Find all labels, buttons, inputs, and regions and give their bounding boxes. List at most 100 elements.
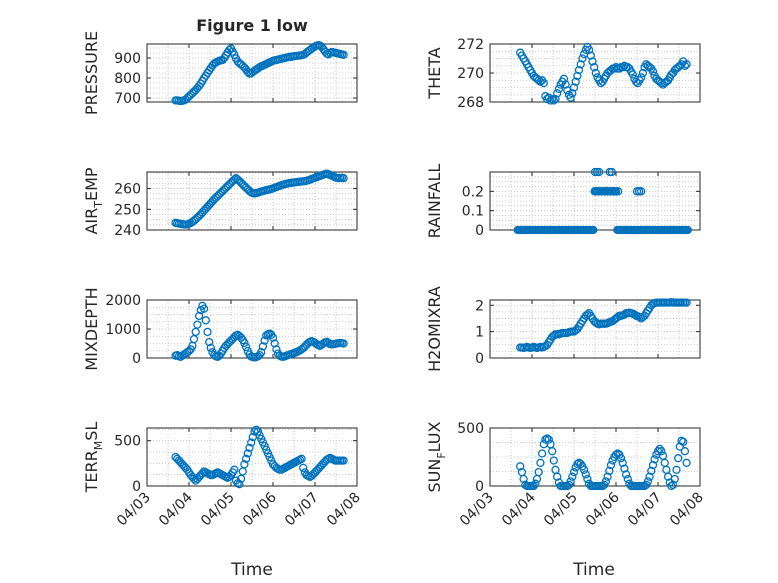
data-point (573, 459, 582, 469)
series-markers (171, 301, 348, 362)
data-point (574, 65, 584, 75)
axes-box (146, 171, 358, 231)
data-point (635, 312, 644, 322)
data-point (643, 477, 653, 486)
data-point (648, 460, 658, 470)
data-point (680, 61, 690, 70)
data-point (680, 447, 690, 456)
data-point (657, 447, 666, 456)
data-point (584, 45, 594, 54)
data-point (566, 93, 575, 102)
subplot-4: 0 0.1 0.2 RAINFALL (425, 164, 701, 239)
data-point (243, 449, 252, 458)
y-tick-label: 1000 (105, 322, 141, 338)
data-point (236, 474, 246, 483)
data-point (554, 84, 564, 94)
data-point (189, 474, 199, 483)
y-tick-label: 900 (114, 51, 141, 67)
data-point (621, 470, 631, 479)
y-axis-label: TERRMSL (82, 422, 105, 494)
y-tick-label: 2 (475, 298, 484, 314)
y-tick-label: 268 (457, 95, 484, 111)
data-point (637, 73, 646, 82)
y-tick-label: 260 (114, 182, 141, 198)
data-point (194, 311, 204, 321)
data-point (645, 472, 654, 481)
x-axis-label-right: Time (572, 560, 615, 580)
data-point (616, 454, 626, 463)
y-axis-label: SUNFLUX (425, 421, 448, 492)
data-point (201, 316, 210, 325)
y-tick-label: 700 (114, 91, 141, 107)
data-point (553, 472, 562, 481)
data-point (595, 167, 604, 177)
x-axis-label-left: Time (230, 560, 273, 580)
data-point (541, 435, 550, 444)
data-point (569, 467, 579, 477)
y-axis-label: THETA (425, 47, 444, 99)
data-point (682, 60, 691, 69)
data-point (205, 337, 214, 347)
data-point (203, 327, 212, 337)
subplot-6: 0 1 2 H2OMIXRA (425, 286, 701, 372)
y-axis-label: AIRTEMP (82, 167, 105, 234)
axes-box (146, 43, 358, 103)
series-markers (171, 41, 348, 106)
data-point (579, 465, 589, 474)
data-point (634, 187, 644, 196)
y-tick-label: 2000 (105, 293, 141, 309)
data-point (260, 336, 269, 345)
data-point (297, 454, 306, 463)
data-point (240, 460, 249, 469)
data-point (576, 60, 585, 69)
data-point (620, 464, 629, 473)
data-point (581, 470, 590, 479)
y-axis-label: PRESSURE (82, 31, 101, 115)
data-point (591, 68, 600, 78)
series-markers (171, 425, 348, 489)
data-point (647, 466, 656, 476)
series-markers (516, 434, 691, 491)
data-point (339, 456, 348, 465)
data-point (670, 474, 679, 484)
data-point (257, 348, 266, 357)
data-point (653, 447, 663, 456)
data-point (583, 474, 592, 484)
y-tick-label: 0.2 (462, 184, 484, 200)
data-point (606, 460, 616, 470)
data-point (193, 320, 202, 329)
data-point (245, 443, 254, 453)
data-point (607, 167, 616, 177)
data-point (339, 50, 348, 59)
data-point (672, 465, 681, 474)
data-point (679, 437, 688, 447)
data-point (546, 96, 555, 105)
y-axis-label: RAINFALL (425, 164, 444, 239)
figure-title: Figure 1 low (196, 16, 308, 35)
y-axis-label: MIXDEPTH (82, 287, 101, 370)
y-tick-label: 0 (475, 479, 484, 495)
y-tick-label: 0 (132, 351, 141, 367)
y-axis-label: H2OMIXRA (425, 286, 444, 372)
data-point (568, 472, 577, 481)
data-point (589, 225, 598, 235)
data-point (268, 333, 278, 342)
data-point (549, 96, 558, 105)
data-point (655, 444, 664, 454)
data-point (586, 51, 595, 60)
data-point (519, 474, 528, 484)
data-point (605, 466, 614, 476)
y-tick-label: 250 (114, 202, 141, 218)
data-point (559, 74, 569, 83)
data-point (682, 298, 691, 307)
data-point (531, 479, 540, 488)
data-point (628, 70, 637, 79)
data-point (534, 467, 543, 477)
data-point (258, 342, 268, 351)
data-point (247, 438, 256, 447)
data-point (230, 175, 239, 184)
data-point (668, 480, 678, 489)
data-point (667, 481, 676, 491)
data-point (539, 78, 548, 88)
